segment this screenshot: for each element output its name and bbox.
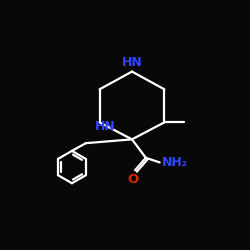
Text: O: O xyxy=(127,173,138,186)
Text: HN: HN xyxy=(95,120,116,133)
Text: NH₂: NH₂ xyxy=(162,156,188,169)
Text: HN: HN xyxy=(122,56,142,69)
